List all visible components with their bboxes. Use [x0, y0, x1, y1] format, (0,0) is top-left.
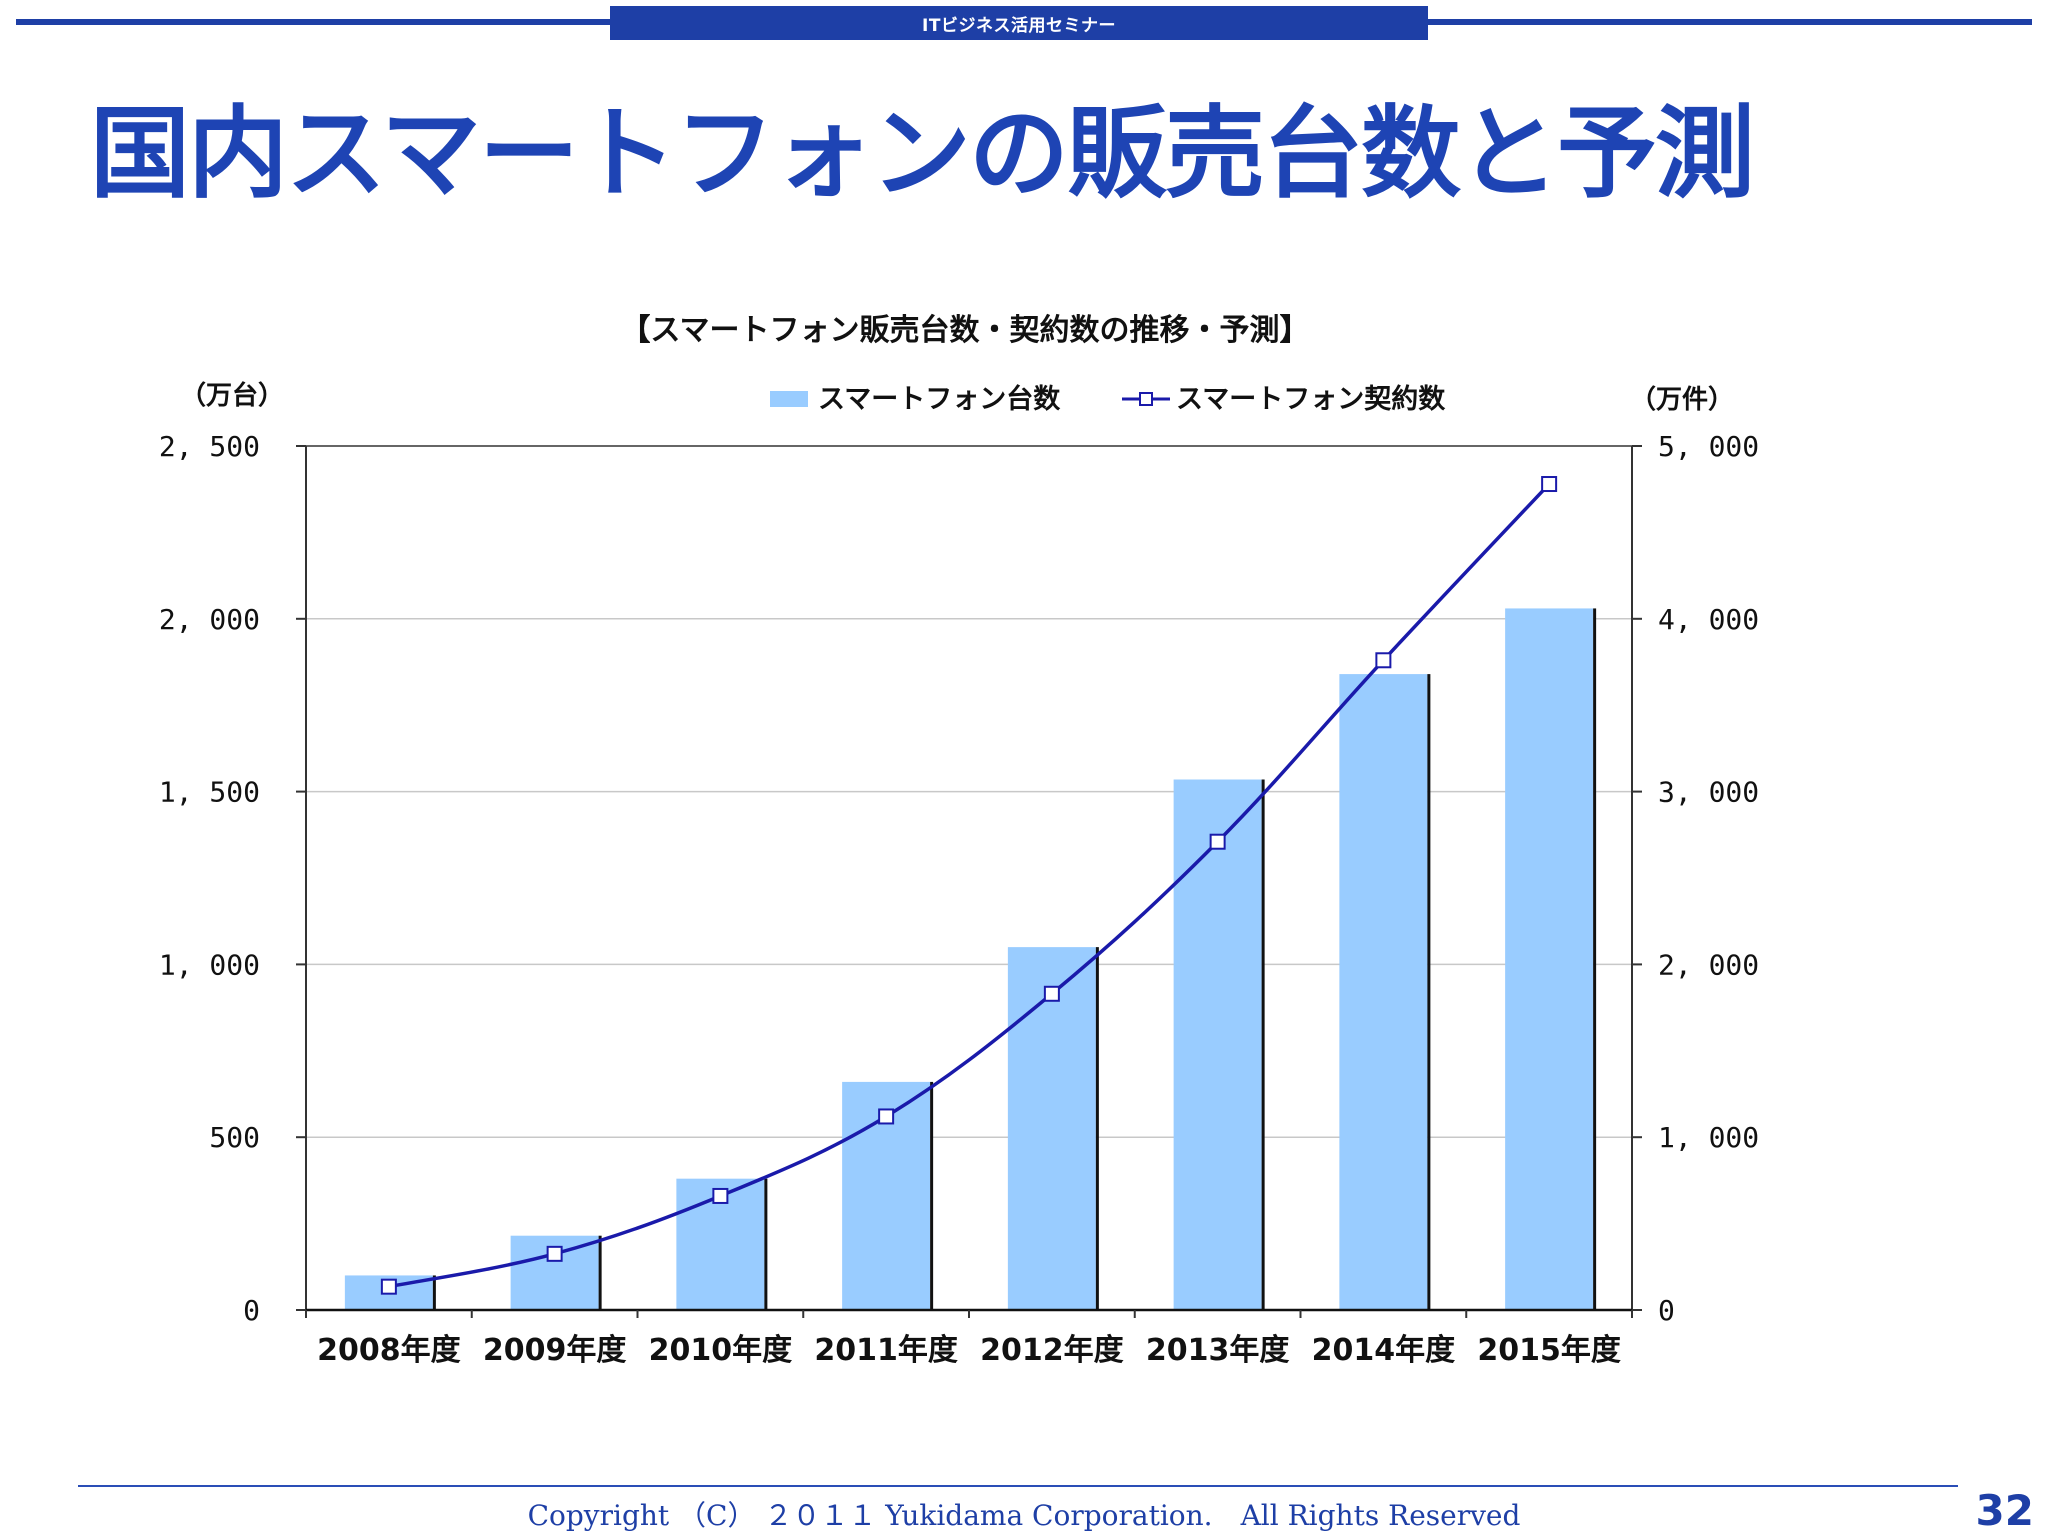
legend-line-label: スマートフォン契約数 [1176, 383, 1446, 415]
bar [1505, 608, 1594, 1310]
left-axis-tick-label: 2, 000 [159, 603, 260, 636]
bar [1173, 779, 1262, 1310]
bar-shadow [1593, 608, 1597, 1310]
bar-shadow [598, 1235, 602, 1310]
contracts-marker [546, 1245, 563, 1262]
left-axis-tick-label: 2, 500 [159, 430, 260, 463]
right-axis-tick-label: 0 [1658, 1294, 1675, 1327]
contracts-marker [380, 1278, 397, 1295]
legend: スマートフォン台数 スマートフォン契約数 [770, 383, 1446, 415]
right-axis-tick-label: 2, 000 [1658, 948, 1759, 981]
contracts-marker [1043, 985, 1060, 1002]
contracts-line [388, 482, 1551, 1289]
combo-chart: 【スマートフォン販売台数・契約数の推移・予測】 （万台） （万件） スマートフォ… [159, 313, 1759, 1368]
contracts-marker [712, 1187, 729, 1204]
x-axis-category-label: 2011年度 [814, 1333, 958, 1368]
x-axis-category-label: 2008年度 [317, 1333, 461, 1368]
seminar-label: ITビジネス活用セミナー [610, 6, 1428, 40]
x-axis-category-label: 2009年度 [483, 1333, 627, 1368]
x-axis-category-label: 2010年度 [649, 1333, 793, 1368]
page-number: 32 [1975, 1486, 2034, 1535]
right-axis-tick-label: 4, 000 [1658, 603, 1759, 636]
right-axis-tick-label: 3, 000 [1658, 776, 1759, 809]
left-axis-unit: （万台） [180, 380, 284, 411]
legend-bar-label: スマートフォン台数 [818, 383, 1061, 415]
contracts-marker [1541, 476, 1558, 493]
bar-shadow [432, 1275, 436, 1310]
bar-shadow [930, 1081, 934, 1310]
bar-shadow [1095, 947, 1099, 1310]
right-axis-tick-label: 1, 000 [1658, 1121, 1759, 1154]
legend-marker-swatch [1139, 392, 1153, 406]
x-axis-category-label: 2012年度 [980, 1333, 1124, 1368]
bar-shadow [1261, 779, 1265, 1310]
contracts-marker [1375, 652, 1392, 669]
bar [1339, 674, 1428, 1310]
bar-shadow [1427, 674, 1431, 1310]
chart-title: 【スマートフォン販売台数・契約数の推移・予測】 [620, 313, 1309, 348]
x-axis-category-label: 2013年度 [1146, 1333, 1290, 1368]
bar-shadow [764, 1178, 768, 1310]
x-axis-category-label: 2014年度 [1312, 1333, 1456, 1368]
left-axis-tick-label: 1, 000 [159, 948, 260, 981]
right-axis-tick-label: 5, 000 [1658, 430, 1759, 463]
page-title: 国内スマートフォンの販売台数と予測 [90, 95, 1755, 212]
bar [1007, 947, 1096, 1310]
footer-rule [78, 1485, 1958, 1487]
legend-bar-swatch [770, 391, 808, 407]
left-axis-tick-label: 1, 500 [159, 776, 260, 809]
x-axis-category-label: 2015年度 [1477, 1333, 1621, 1368]
right-axis-unit: （万件） [1630, 385, 1734, 415]
contracts-marker [878, 1108, 895, 1125]
left-axis-tick-label: 0 [243, 1294, 260, 1327]
copyright-text: Copyright （C） ２０１１ Yukidama Corporation.… [527, 1499, 1521, 1532]
left-axis-tick-label: 500 [209, 1121, 260, 1154]
contracts-marker [1209, 833, 1226, 850]
